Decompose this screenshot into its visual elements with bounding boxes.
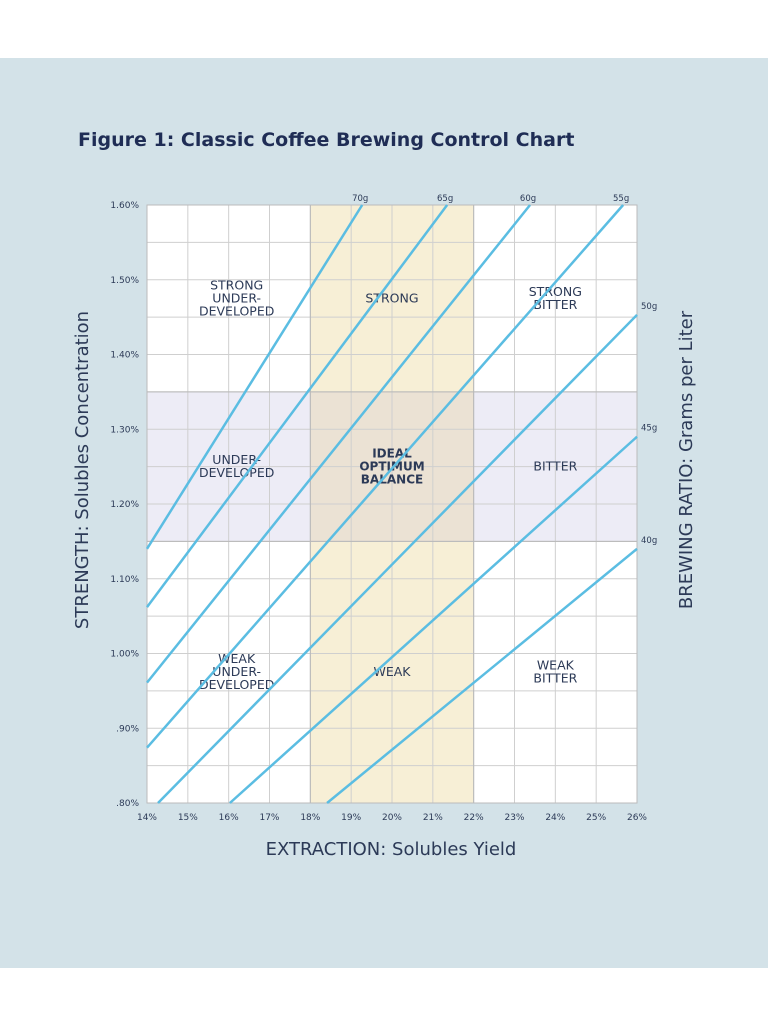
ratio-label: 60g [520,194,536,204]
zone-label: WEAK [537,658,575,673]
y-tick-label: .80% [116,799,139,809]
ratio-line [145,204,449,608]
x-tick-label: 15% [178,813,198,823]
x-tick-label: 18% [300,813,320,823]
x-tick-label: 17% [259,813,279,823]
zone-label: UNDER- [212,452,261,467]
x-tick-label: 24% [545,813,565,823]
y-tick-label: 1.50% [110,276,139,286]
x-tick-label: 23% [504,813,524,823]
zone-label: BALANCE [361,473,423,487]
ratio-line [157,314,638,804]
ratio-line [229,435,638,804]
y-tick-label: .90% [116,724,139,734]
ratio-label: 65g [437,194,453,204]
ratio-label: 50g [641,302,657,312]
ratio-line [146,204,531,684]
x-tick-label: 19% [341,813,361,823]
y-axis-label: STRENGTH: Solubles Concentration [72,311,93,629]
x-axis-label: EXTRACTION: Solubles Yield [266,839,517,860]
ratio-line [326,547,638,804]
y2-axis-label: BREWING RATIO: Grams per Liter [676,310,697,609]
x-tick-label: 25% [586,813,606,823]
ratio-label: 40g [641,536,657,546]
zone-label: WEAK [373,664,411,679]
chart-title: Figure 1: Classic Coffee Brewing Control… [78,129,574,151]
y-tick-label: 1.10% [110,575,139,585]
zone-label: DEVELOPED [199,465,274,480]
zone-label: DEVELOPED [199,303,274,318]
ratio-label: 70g [352,194,368,204]
ratio-line [146,204,625,749]
x-tick-label: 16% [219,813,239,823]
zone-label: BITTER [533,459,577,474]
x-tick-label: 14% [137,813,157,823]
x-tick-label: 20% [382,813,402,823]
zone-label: STRONG [365,290,418,305]
ratio-label: 55g [613,194,629,204]
x-tick-label: 21% [423,813,443,823]
zone-label: STRONG [529,284,582,299]
x-tick-label: 22% [464,813,484,823]
ratio-label: 45g [641,424,657,434]
zone-label: STRONG [210,277,263,292]
zone-label: BITTER [533,671,577,686]
y-tick-label: 1.30% [110,425,139,435]
zone-label: DEVELOPED [199,677,274,692]
zone-label: UNDER- [212,290,261,305]
zone-label: UNDER- [212,664,261,679]
y-tick-label: 1.40% [110,351,139,361]
plot-border [146,204,638,804]
y-tick-label: 1.20% [110,500,139,510]
x-tick-label: 26% [627,813,647,823]
ratio-line [145,204,364,550]
zone-label: BITTER [533,297,577,312]
y-tick-label: 1.60% [110,201,139,211]
y-tick-label: 1.00% [110,650,139,660]
